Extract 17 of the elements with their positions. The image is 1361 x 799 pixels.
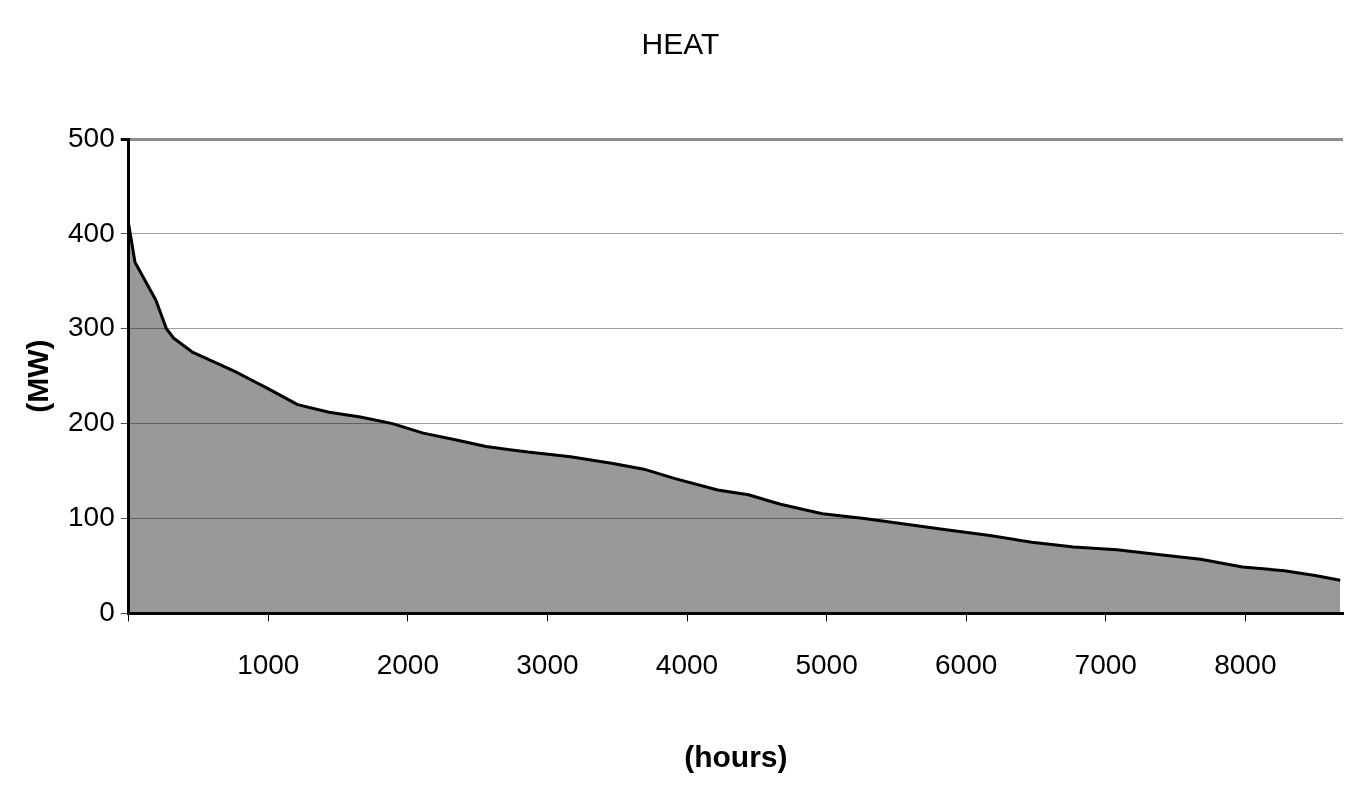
x-tick-label: 2000: [376, 648, 440, 680]
x-tick-label: 3000: [516, 648, 579, 680]
y-tick-label: 300: [68, 311, 115, 343]
y-tick-label: 400: [68, 216, 115, 248]
x-axis-title: (hours): [684, 740, 788, 774]
x-tick-label: 8000: [1214, 648, 1277, 680]
chart-title: HEAT: [641, 27, 720, 61]
x-tick-label: 4000: [655, 648, 719, 680]
y-tick-label: 0: [99, 596, 115, 628]
x-tick-label: 5000: [795, 648, 858, 680]
y-tick-label: 100: [68, 501, 115, 533]
x-tick-label: 6000: [935, 648, 998, 680]
x-tick-label: 7000: [1074, 648, 1137, 680]
y-tick-label: 500: [68, 121, 115, 153]
y-tick-label: 200: [68, 406, 115, 438]
y-axis-title: (MW): [21, 339, 55, 413]
x-tick-label: 1000: [237, 648, 300, 680]
